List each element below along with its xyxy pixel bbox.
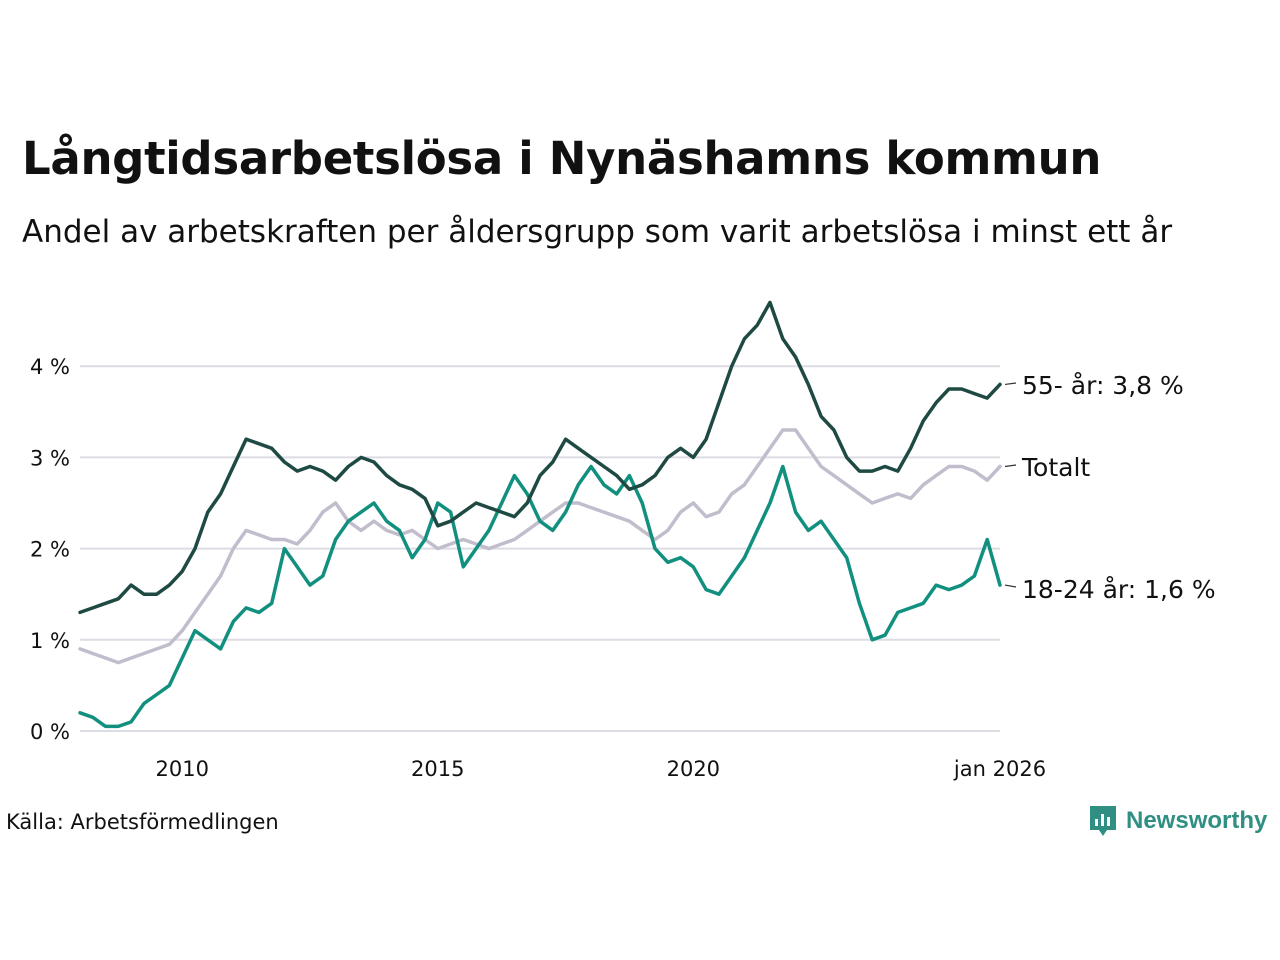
- newsworthy-logo-icon: [1090, 806, 1116, 836]
- series-end-label: 18-24 år: 1,6 %: [1022, 575, 1216, 604]
- label-leader-line: [1004, 584, 1017, 588]
- page-subtitle: Andel av arbetskraften per åldersgrupp s…: [22, 214, 1173, 250]
- series-line-18-24-r: [78, 464, 1002, 729]
- series-end-labels: 55- år: 3,8 % Totalt 18-24 år: 1,6 %: [1004, 371, 1216, 604]
- x-tick-label: 2015: [411, 757, 464, 781]
- brand-logo: Newsworthy: [1088, 804, 1267, 838]
- gridlines: [80, 365, 1000, 732]
- series-line-totalt: [78, 428, 1002, 665]
- page-title: Långtidsarbetslösa i Nynäshamns kommun: [22, 132, 1102, 185]
- y-axis-ticks: 0 % 1 % 2 % 3 % 4 %: [30, 355, 70, 744]
- x-tick-label: 2010: [155, 757, 208, 781]
- brand-name: Newsworthy: [1126, 807, 1268, 834]
- label-leader-line: [1004, 464, 1017, 468]
- x-axis-ticks: 2010 2015 2020 jan 2026: [155, 757, 1046, 781]
- y-tick-label: 4 %: [30, 355, 70, 379]
- y-tick-label: 0 %: [30, 720, 70, 744]
- series-end-label: Totalt: [1021, 453, 1090, 482]
- x-tick-label: jan 2026: [953, 757, 1046, 781]
- y-tick-label: 3 %: [30, 446, 70, 470]
- series-end-label: 55- år: 3,8 %: [1022, 371, 1184, 400]
- series-lines: [78, 300, 1002, 729]
- y-tick-label: 1 %: [30, 629, 70, 653]
- label-leader-line: [1004, 382, 1017, 386]
- x-tick-label: 2020: [667, 757, 720, 781]
- source-note: Källa: Arbetsförmedlingen: [6, 810, 279, 834]
- series-line-55-r: [78, 300, 1002, 615]
- y-tick-label: 2 %: [30, 538, 70, 562]
